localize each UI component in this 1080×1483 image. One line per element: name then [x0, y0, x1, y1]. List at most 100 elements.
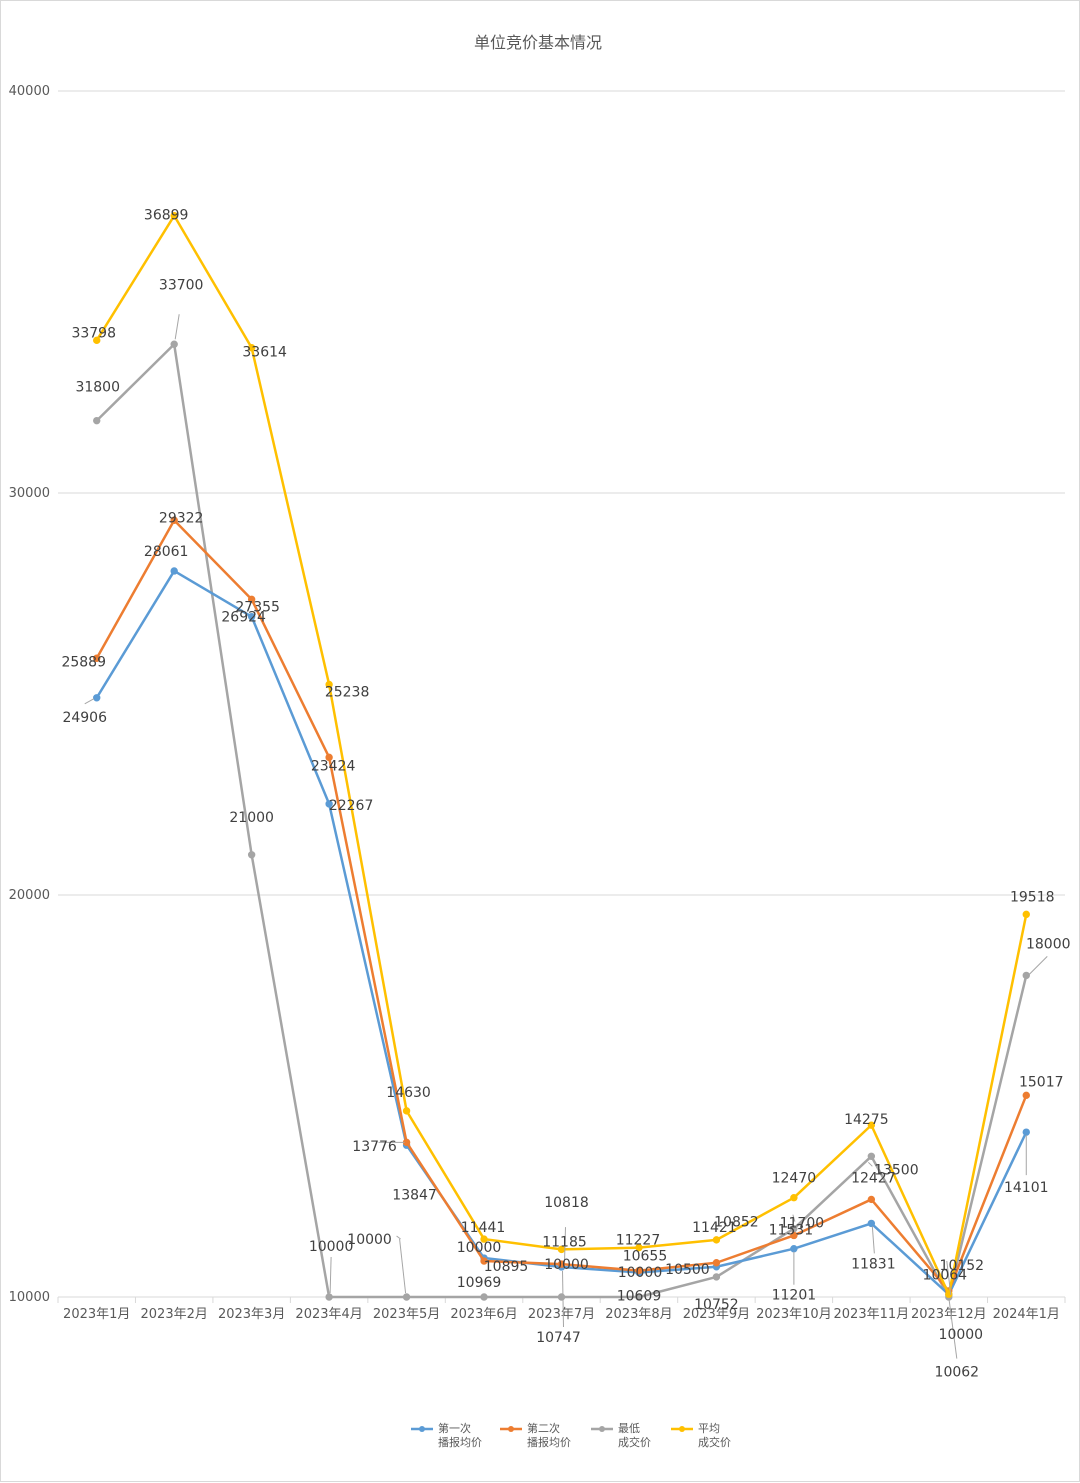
data-point-s1-8 [712, 1259, 721, 1267]
data-label-s2-5: 10000 [457, 1240, 502, 1256]
data-label-s3-5: 11441 [461, 1220, 506, 1236]
data-label-s0-4: 13776 [352, 1139, 397, 1155]
y-tick-label: 10000 [9, 1290, 50, 1305]
data-label-s3-8: 11421 [692, 1220, 737, 1236]
data-label-s2-10: 13500 [874, 1162, 919, 1178]
data-label-s3-11: 10064 [923, 1267, 968, 1283]
data-point-s1-1 [170, 516, 178, 524]
data-label-s1-6: 10818 [544, 1195, 589, 1211]
data-point-s1-10 [867, 1195, 876, 1204]
data-point-s3-1 [170, 211, 178, 220]
data-point-s2-3 [325, 1293, 333, 1301]
y-tick-label: 30000 [9, 486, 50, 501]
data-point-s3-10 [867, 1121, 876, 1129]
legend-label: 第一次 [438, 1421, 471, 1435]
data-label-s0-9: 11201 [772, 1288, 817, 1304]
legend-label: 播报均价 [438, 1435, 482, 1449]
data-point-s2-4 [402, 1293, 411, 1301]
y-tick-label: 40000 [9, 84, 50, 99]
data-point-s1-0 [93, 654, 101, 662]
data-label-s0-11: 10062 [935, 1365, 980, 1381]
data-label-s1-4: 13847 [392, 1187, 437, 1203]
data-label-s0-12: 14101 [1004, 1180, 1049, 1196]
data-label-s0-8: 10752 [694, 1297, 739, 1313]
legend-marker [419, 1426, 425, 1432]
data-label-s3-2: 33614 [242, 345, 287, 361]
data-label-s2-4: 10000 [347, 1232, 392, 1248]
x-tick-label: 2023年5月 [373, 1307, 440, 1322]
label-leader-line [867, 1161, 873, 1167]
legend-label: 成交价 [618, 1435, 651, 1449]
data-label-s2-12: 18000 [1026, 936, 1071, 952]
data-label-s0-7: 10609 [617, 1289, 662, 1305]
legend-marker [508, 1426, 514, 1432]
data-label-s1-9: 11531 [769, 1222, 814, 1238]
data-point-s2-8 [712, 1273, 721, 1281]
x-tick-label: 2023年7月 [528, 1307, 595, 1322]
data-label-s3-3: 25238 [325, 684, 370, 700]
x-tick-label: 2023年6月 [450, 1307, 517, 1322]
data-label-s3-0: 33798 [71, 325, 116, 341]
label-leader-line [174, 314, 180, 340]
data-label-s3-12: 19518 [1010, 889, 1055, 905]
data-point-s0-3 [325, 800, 333, 808]
data-point-s2-5 [480, 1293, 488, 1301]
x-tick-label: 2023年8月 [605, 1307, 672, 1322]
data-label-s2-7: 10000 [618, 1265, 663, 1281]
data-label-s2-1: 33700 [159, 277, 204, 293]
x-tick-label: 2023年4月 [295, 1307, 362, 1322]
data-point-s2-1 [170, 340, 178, 348]
data-point-s2-12 [1022, 971, 1030, 980]
data-point-s3-9 [790, 1194, 798, 1202]
x-tick-label: 2023年10月 [756, 1307, 832, 1322]
data-label-s3-6: 11185 [542, 1234, 587, 1250]
data-point-s1-3 [325, 753, 333, 762]
data-label-s0-2: 26924 [221, 610, 266, 626]
data-label-s3-7: 11227 [616, 1233, 661, 1249]
data-point-s3-12 [1022, 910, 1030, 919]
data-point-s2-10 [867, 1152, 876, 1161]
legend-label: 播报均价 [527, 1435, 571, 1449]
label-leader-line [84, 698, 94, 705]
data-point-s2-6 [557, 1293, 566, 1301]
x-tick-label: 2023年1月 [63, 1307, 130, 1322]
data-label-s0-10: 11831 [851, 1256, 896, 1272]
data-labels: 24906 28061 26924 22267 13776 10969 10747 10609… [61, 208, 1070, 1381]
data-point-s0-0 [93, 694, 101, 702]
data-point-s0-10 [867, 1219, 876, 1228]
data-label-s2-2: 21000 [229, 810, 274, 826]
data-label-s2-9: 11700 [780, 1216, 825, 1232]
data-label-s2-0: 31800 [75, 380, 120, 396]
data-point-s1-9 [790, 1231, 798, 1240]
label-leader-line [946, 1260, 952, 1296]
data-point-s1-7 [635, 1266, 643, 1275]
label-leader-line [1027, 956, 1048, 976]
y-tick-label: 20000 [9, 888, 50, 903]
gridlines [58, 90, 1065, 1298]
series-group [93, 211, 1030, 1301]
label-leader-line [396, 1235, 401, 1240]
data-point-s1-12 [1022, 1091, 1030, 1100]
data-label-s1-11: 10152 [940, 1258, 985, 1274]
x-tick-label: 2023年11月 [834, 1307, 910, 1322]
legend-label: 最低 [618, 1422, 640, 1435]
data-point-s1-5 [480, 1257, 488, 1265]
data-point-s3-0 [93, 336, 101, 345]
data-point-s3-3 [325, 680, 333, 689]
data-point-s3-8 [712, 1236, 721, 1244]
label-leader-line [399, 1238, 407, 1294]
data-point-s1-6 [557, 1260, 566, 1268]
chart-title: 单位竞价基本情况 [474, 33, 602, 52]
x-tick-label: 2023年9月 [683, 1307, 750, 1322]
data-point-s3-7 [635, 1243, 643, 1252]
data-label-s1-0: 25889 [61, 654, 106, 670]
data-label-s2-3: 10000 [309, 1239, 354, 1255]
x-axis: 2023年1月 2023年2月 2023年3月 2023年4月 2023年5月 2023年… [57, 1297, 1066, 1322]
data-point-s3-5 [480, 1235, 488, 1243]
